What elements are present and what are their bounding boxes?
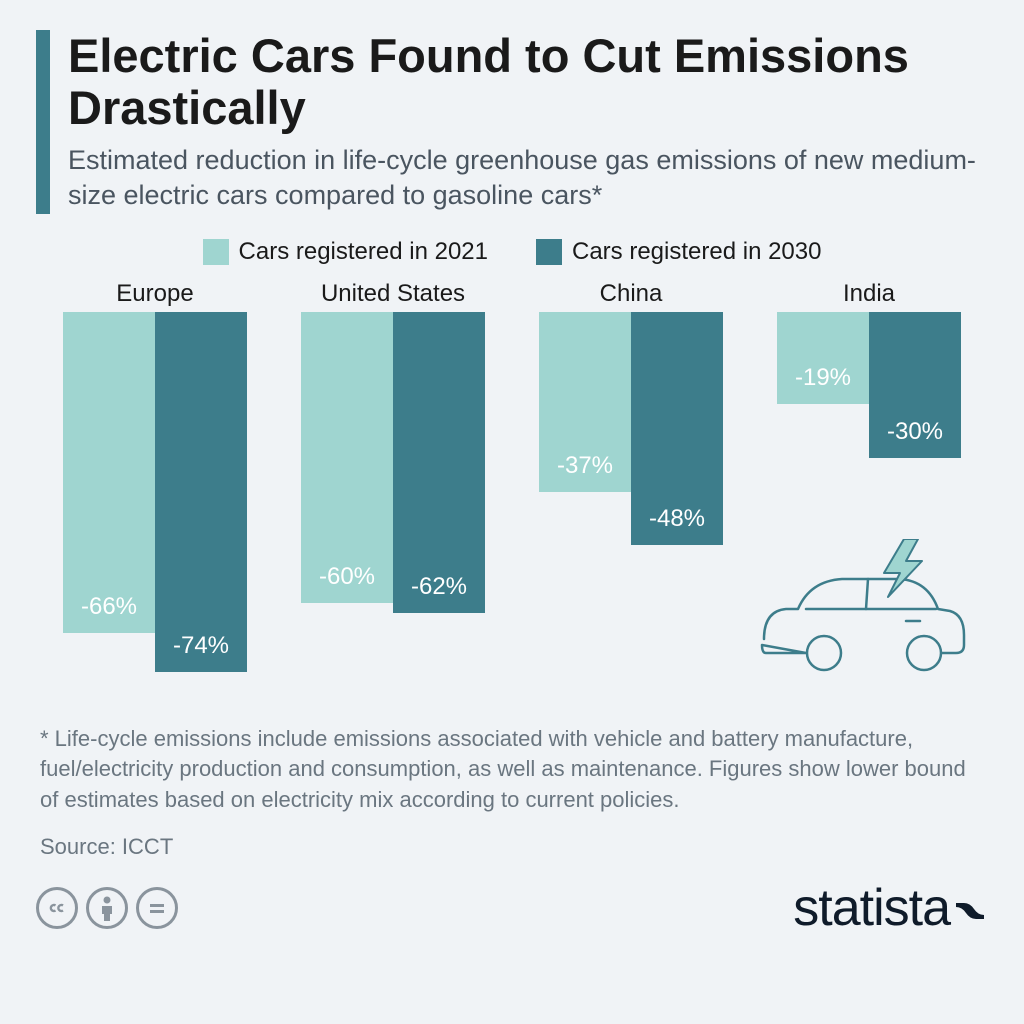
group-label: United States	[321, 280, 465, 308]
legend-label: Cars registered in 2021	[239, 238, 488, 266]
accent-bar	[36, 30, 50, 214]
bar: -60%	[301, 312, 393, 604]
header-text: Electric Cars Found to Cut Emissions Dra…	[68, 30, 988, 214]
legend-item: Cars registered in 2021	[203, 238, 488, 266]
bars-container: -66% -74%	[63, 312, 247, 672]
legend-label: Cars registered in 2030	[572, 238, 821, 266]
bars-container: -37% -48%	[539, 312, 723, 672]
bars-container: -60% -62%	[301, 312, 485, 672]
bar-group: United States -60% -62%	[274, 280, 512, 680]
statista-logo: statista	[793, 878, 988, 938]
header: Electric Cars Found to Cut Emissions Dra…	[36, 30, 988, 214]
bar: -37%	[539, 312, 631, 492]
cc-icon	[36, 887, 78, 929]
footer: statista	[36, 878, 988, 938]
group-label: China	[600, 280, 663, 308]
group-label: Europe	[116, 280, 193, 308]
bar: -48%	[631, 312, 723, 546]
bar: -66%	[63, 312, 155, 633]
bar: -30%	[869, 312, 961, 458]
bar-group: Europe -66% -74%	[36, 280, 274, 680]
by-icon	[86, 887, 128, 929]
bar-chart: Europe -66% -74% United States -60% -62% China…	[36, 280, 988, 680]
footnote: * Life-cycle emissions include emissions…	[36, 724, 988, 816]
bar: -19%	[777, 312, 869, 404]
bar-value-label: -19%	[795, 364, 851, 392]
bar: -74%	[155, 312, 247, 672]
ev-car-icon	[750, 539, 970, 684]
bar-value-label: -74%	[173, 632, 229, 660]
group-label: India	[843, 280, 895, 308]
bar-value-label: -66%	[81, 593, 137, 621]
brand-text: statista	[793, 878, 950, 938]
bar-value-label: -37%	[557, 452, 613, 480]
bar-value-label: -48%	[649, 505, 705, 533]
legend-item: Cars registered in 2030	[536, 238, 821, 266]
nd-icon	[136, 887, 178, 929]
bar-value-label: -62%	[411, 573, 467, 601]
chart-title: Electric Cars Found to Cut Emissions Dra…	[68, 30, 988, 133]
legend: Cars registered in 2021 Cars registered i…	[36, 238, 988, 266]
source-label: Source: ICCT	[36, 834, 988, 860]
legend-swatch	[203, 239, 229, 265]
bar: -62%	[393, 312, 485, 614]
bar-value-label: -60%	[319, 563, 375, 591]
chart-subtitle: Estimated reduction in life-cycle greenh…	[68, 143, 988, 213]
legend-swatch	[536, 239, 562, 265]
bar-group: China -37% -48%	[512, 280, 750, 680]
cc-license-icons	[36, 887, 178, 929]
bar-value-label: -30%	[887, 418, 943, 446]
